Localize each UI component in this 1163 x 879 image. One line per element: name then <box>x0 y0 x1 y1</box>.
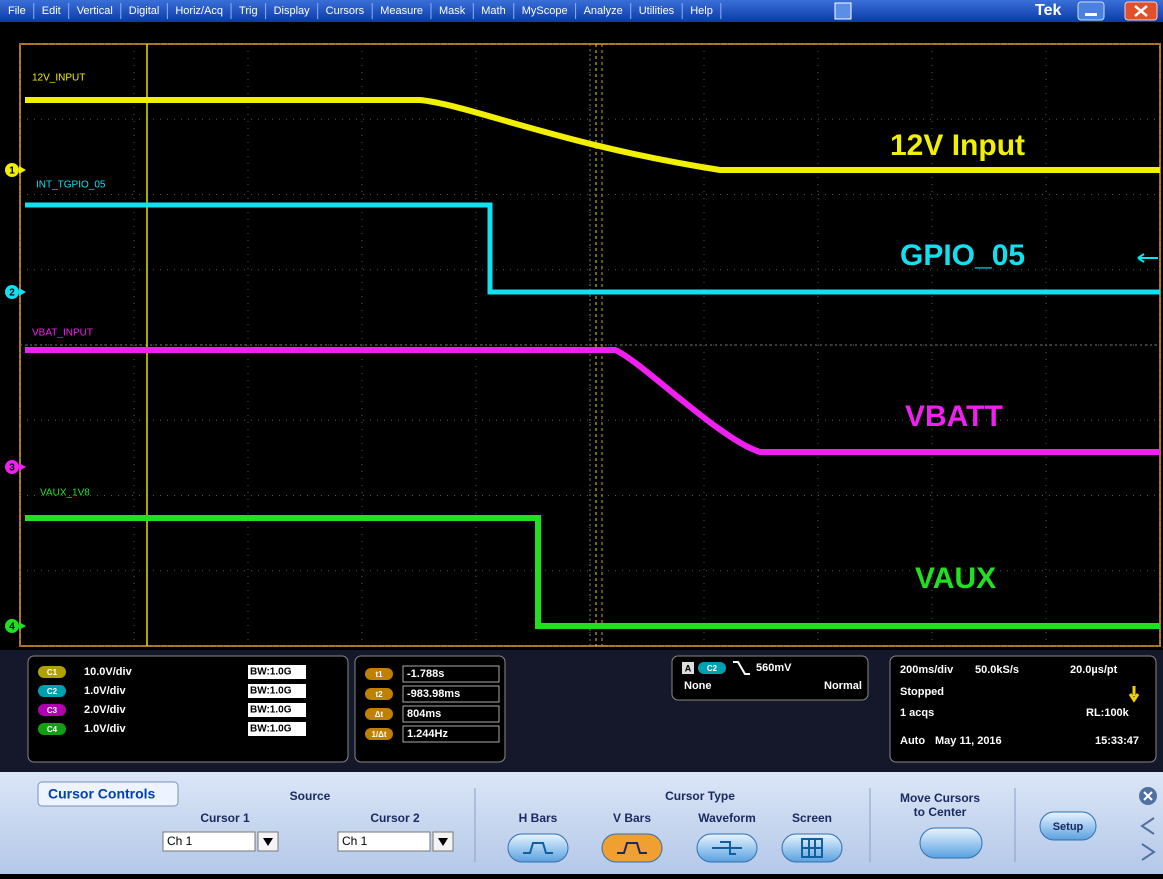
channel-scale: 1.0V/div <box>84 685 126 697</box>
channel-label: 12V_INPUT <box>32 73 85 84</box>
type-label: Waveform <box>698 811 756 825</box>
badge-text: C3 <box>47 706 58 715</box>
cursor-value: -1.788s <box>407 668 444 680</box>
channel-name: VAUX <box>915 562 996 595</box>
badge-text: 1/Δt <box>371 730 386 739</box>
date: May 11, 2016 <box>935 735 1002 747</box>
channel-label: INT_TGPIO_05 <box>36 180 106 191</box>
move-label: Move Cursors <box>900 791 980 805</box>
badge-text: t2 <box>375 690 383 699</box>
type-label: V Bars <box>613 811 651 825</box>
graticule-bg <box>0 22 1163 650</box>
channel-name: 12V Input <box>890 129 1025 162</box>
timebase: 200ms/div <box>900 664 954 676</box>
record-length: RL:100k <box>1086 707 1130 719</box>
state: Stopped <box>900 686 944 698</box>
menu-item[interactable]: Horiz/Acq <box>175 5 223 17</box>
brand: Tek <box>1035 2 1061 19</box>
trigger-event: A <box>685 663 692 673</box>
channel-marker-number: 2 <box>9 288 15 299</box>
cursor2: Cursor 2 <box>370 811 420 825</box>
menu-item[interactable]: Mask <box>439 5 466 17</box>
type-button[interactable] <box>602 834 662 862</box>
type-button[interactable] <box>508 834 568 862</box>
badge-text: C4 <box>47 725 58 734</box>
type-label: Screen <box>792 811 832 825</box>
channel-marker-number: 4 <box>9 622 15 633</box>
badge-text: C1 <box>47 668 58 677</box>
channel-name: VBATT <box>905 400 1003 433</box>
time: 15:33:47 <box>1095 735 1139 747</box>
move-label: to Center <box>914 805 967 819</box>
channel-name: GPIO_05 <box>900 239 1025 272</box>
dropdown-value: Ch 1 <box>167 834 193 848</box>
source-heading: Source <box>290 789 331 803</box>
cursor1: Cursor 1 <box>200 811 250 825</box>
count: 1 acqs <box>900 707 934 719</box>
page: {"menu":{"items":["File","Edit","Vertica… <box>0 0 1163 874</box>
menu-item[interactable]: File <box>8 5 26 17</box>
menu-item[interactable]: Help <box>690 5 713 17</box>
menu-item[interactable]: Display <box>274 5 311 17</box>
menu-item[interactable]: Analyze <box>584 5 623 17</box>
channel-marker-number: 1 <box>9 166 15 177</box>
menu-item[interactable]: Utilities <box>639 5 675 17</box>
trigger-level: 560mV <box>756 662 792 674</box>
mode: Auto <box>900 735 925 747</box>
menu-item[interactable]: MyScope <box>522 5 568 17</box>
channel-scale: 2.0V/div <box>84 704 126 716</box>
type-heading: Cursor Type <box>665 789 735 803</box>
channel-scale: 1.0V/div <box>84 723 126 735</box>
badge-text: Δt <box>375 710 384 719</box>
minimize-button[interactable] <box>1078 2 1104 20</box>
menu-item[interactable]: Vertical <box>77 5 113 17</box>
bandwidth: BW:1.0G <box>250 667 292 678</box>
move-button[interactable] <box>920 828 982 858</box>
trigger-mode: Normal <box>824 680 862 692</box>
bandwidth: BW:1.0G <box>250 686 292 697</box>
bandwidth: BW:1.0G <box>250 724 292 735</box>
minimize-icon <box>1085 13 1097 16</box>
badge-text: C2 <box>47 687 58 696</box>
channel-label: VBAT_INPUT <box>32 328 93 339</box>
trigger-coupling: None <box>684 680 712 692</box>
menu-item[interactable]: Digital <box>129 5 160 17</box>
setup-label: Setup <box>1053 821 1084 833</box>
sample-rate: 50.0kS/s <box>975 664 1019 676</box>
tab-title: Cursor Controls <box>48 786 156 802</box>
type-label: H Bars <box>519 811 558 825</box>
badge-text: t1 <box>375 670 383 679</box>
cursor-value: 1.244Hz <box>407 728 448 740</box>
scope-screen: File Edit Vertical Digital Horiz/Acq Trig Disp… <box>0 0 1163 874</box>
menu-item[interactable]: Math <box>481 5 505 17</box>
cursor-value: 804ms <box>407 708 441 720</box>
resolution: 20.0µs/pt <box>1070 664 1118 676</box>
menu-item[interactable]: Trig <box>239 5 258 17</box>
channel-scale: 10.0V/div <box>84 666 133 678</box>
channel-marker-number: 3 <box>9 463 15 474</box>
menu-item[interactable]: Cursors <box>326 5 365 17</box>
badge-text: C2 <box>707 664 718 673</box>
menu-item[interactable]: Measure <box>380 5 423 17</box>
dropdown-value: Ch 1 <box>342 834 368 848</box>
cursor-value: -983.98ms <box>407 688 460 700</box>
menu-dropdown[interactable] <box>835 3 851 19</box>
menu-item[interactable]: Edit <box>42 5 61 17</box>
bandwidth: BW:1.0G <box>250 705 292 716</box>
channel-label: VAUX_1V8 <box>40 488 90 499</box>
